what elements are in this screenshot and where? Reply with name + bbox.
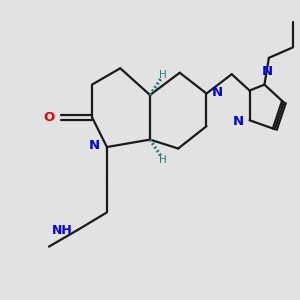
Text: N: N [212,85,223,98]
Text: H: H [160,70,167,80]
Text: N: N [262,65,273,78]
Text: N: N [232,115,244,128]
Text: O: O [43,111,54,124]
Text: H: H [160,155,167,165]
Text: NH: NH [52,224,73,237]
Text: N: N [88,139,100,152]
